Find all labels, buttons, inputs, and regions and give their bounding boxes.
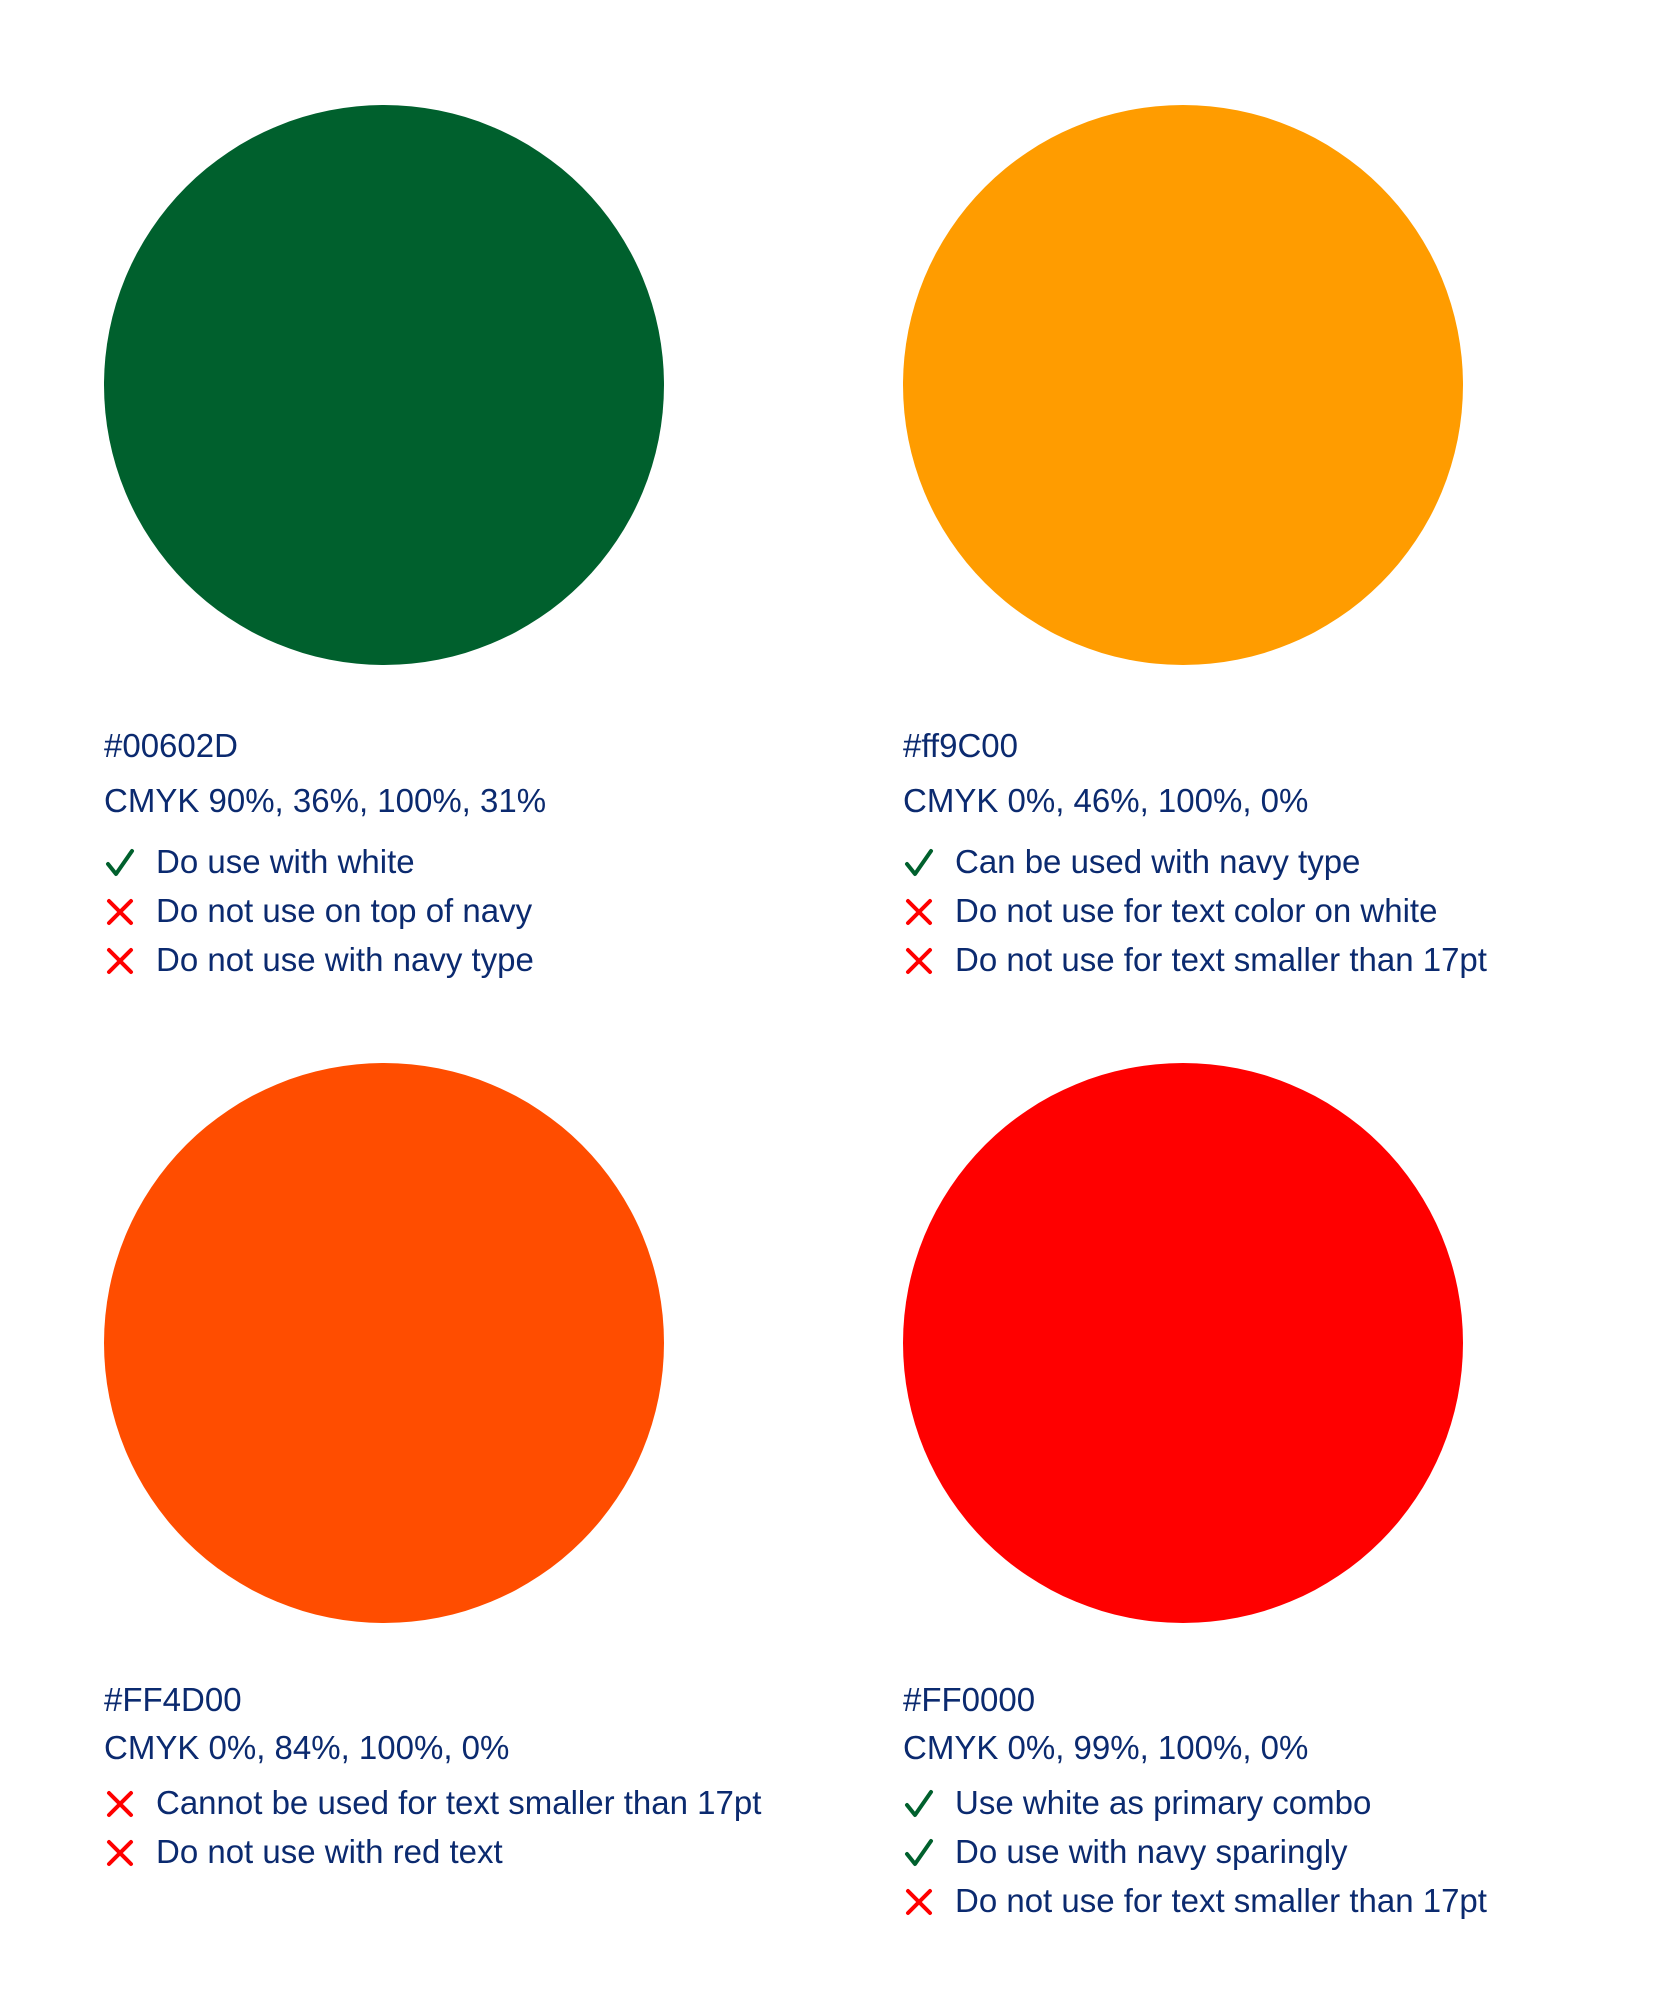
cross-icon [903, 1886, 935, 1918]
usage-note: Do not use with red text [104, 1832, 761, 1881]
usage-notes: Cannot be used for text smaller than 17p… [104, 1783, 761, 1881]
check-icon [104, 847, 136, 879]
usage-notes: Can be used with navy type Do not use fo… [903, 842, 1487, 989]
usage-note: Do not use for text smaller than 17pt [903, 940, 1487, 989]
color-circle-amber [903, 105, 1463, 665]
cross-icon [903, 945, 935, 977]
cross-icon [104, 1788, 136, 1820]
usage-note: Can be used with navy type [903, 842, 1487, 891]
usage-notes: Use white as primary combo Do use with n… [903, 1783, 1487, 1930]
color-circle-green [104, 105, 664, 665]
usage-note-text: Do not use on top of navy [156, 892, 533, 929]
usage-note: Do not use for text smaller than 17pt [903, 1881, 1487, 1930]
cross-icon [903, 896, 935, 928]
cmyk-values: CMYK 0%, 46%, 100%, 0% [903, 782, 1309, 819]
usage-note: Do not use with navy type [104, 940, 534, 989]
usage-note: Do use with white [104, 842, 534, 891]
cmyk-values: CMYK 90%, 36%, 100%, 31% [104, 782, 547, 819]
swatch-card-amber: #ff9C00 CMYK 0%, 46%, 100%, 0% Can be us… [903, 105, 1487, 978]
check-icon [903, 847, 935, 879]
usage-notes: Do use with white Do not use on top of n… [104, 842, 534, 989]
usage-note-text: Do use with white [156, 843, 415, 880]
cmyk-values: CMYK 0%, 84%, 100%, 0% [104, 1729, 510, 1766]
usage-note-text: Do not use for text smaller than 17pt [955, 1882, 1487, 1919]
cmyk-values: CMYK 0%, 99%, 100%, 0% [903, 1729, 1309, 1766]
usage-note-text: Can be used with navy type [955, 843, 1361, 880]
usage-note-text: Do not use with red text [156, 1833, 503, 1870]
usage-note-text: Do not use for text smaller than 17pt [955, 941, 1487, 978]
usage-note-text: Do use with navy sparingly [955, 1833, 1348, 1870]
hex-code: #00602D [104, 727, 238, 764]
usage-note: Use white as primary combo [903, 1783, 1487, 1832]
usage-note-text: Do not use with navy type [156, 941, 534, 978]
cross-icon [104, 945, 136, 977]
usage-note-text: Cannot be used for text smaller than 17p… [156, 1784, 762, 1821]
hex-code: #FF0000 [903, 1681, 1036, 1718]
swatch-card-green: #00602D CMYK 90%, 36%, 100%, 31% Do use … [104, 105, 664, 978]
swatch-card-orange: #FF4D00 CMYK 0%, 84%, 100%, 0% Cannot be… [104, 1063, 761, 1870]
cross-icon [104, 896, 136, 928]
check-icon [903, 1788, 935, 1820]
usage-note: Do not use for text color on white [903, 891, 1487, 940]
usage-note-text: Do not use for text color on white [955, 892, 1438, 929]
usage-note-text: Use white as primary combo [955, 1784, 1372, 1821]
usage-note: Do use with navy sparingly [903, 1832, 1487, 1881]
cross-icon [104, 1837, 136, 1869]
swatch-card-red: #FF0000 CMYK 0%, 99%, 100%, 0% Use white… [903, 1063, 1487, 1919]
hex-code: #FF4D00 [104, 1681, 242, 1718]
hex-code: #ff9C00 [903, 727, 1018, 764]
usage-note: Cannot be used for text smaller than 17p… [104, 1783, 761, 1832]
usage-note: Do not use on top of navy [104, 891, 534, 940]
color-circle-orange [104, 1063, 664, 1623]
color-circle-red [903, 1063, 1463, 1623]
check-icon [903, 1837, 935, 1869]
